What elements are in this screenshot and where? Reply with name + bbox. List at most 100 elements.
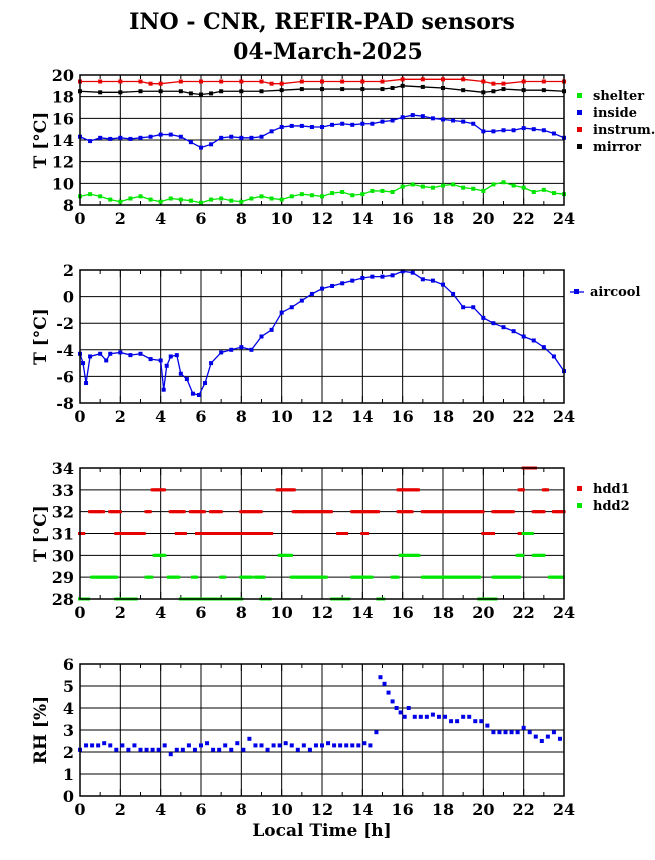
- data-point: [350, 278, 355, 283]
- data-point: [249, 575, 254, 579]
- data-point: [176, 575, 181, 579]
- data-point: [279, 310, 284, 315]
- data-point: [279, 197, 284, 202]
- data-point: [511, 183, 516, 188]
- data-point: [503, 730, 508, 735]
- data-point: [84, 381, 89, 386]
- data-point: [108, 136, 113, 141]
- plot-frame: [79, 269, 565, 404]
- data-point: [88, 354, 93, 359]
- data-point: [320, 125, 324, 129]
- data-point: [338, 743, 343, 748]
- data-point: [344, 532, 349, 535]
- data-point: [491, 321, 496, 326]
- tick-label-y: -8: [56, 394, 74, 413]
- tick-label-x: 22: [513, 800, 535, 819]
- tick-label-x: 8: [236, 209, 247, 228]
- data-point: [313, 743, 318, 748]
- data-point: [98, 135, 103, 140]
- data-point: [271, 743, 276, 748]
- tick-label-x: 2: [115, 407, 126, 426]
- data-point: [223, 743, 228, 748]
- data-point: [510, 510, 515, 514]
- data-point: [378, 675, 383, 680]
- data-point: [521, 88, 526, 93]
- plot-frame: [79, 663, 565, 797]
- data-point: [560, 575, 565, 579]
- data-point: [368, 743, 373, 748]
- data-point: [259, 134, 264, 139]
- tick-label-x: 4: [155, 800, 166, 819]
- series-instrum.: [78, 77, 566, 86]
- data-point: [150, 747, 155, 752]
- data-point: [390, 190, 395, 194]
- data-point: [178, 89, 183, 94]
- data-point: [114, 747, 119, 752]
- y-axis-label: RH [%]: [31, 696, 51, 764]
- data-point: [394, 706, 399, 710]
- data-point: [344, 743, 349, 748]
- data-point: [269, 81, 274, 86]
- data-point: [395, 575, 400, 579]
- data-point: [541, 553, 546, 557]
- tick-label-y: 0: [63, 288, 74, 307]
- data-point: [148, 81, 153, 86]
- tick-label-x: 10: [271, 407, 293, 426]
- data-point: [416, 553, 421, 557]
- data-point: [161, 488, 166, 492]
- y-axis-label: T [°C]: [31, 505, 51, 562]
- data-point: [289, 194, 294, 199]
- data-point: [491, 532, 496, 535]
- data-point: [461, 714, 466, 719]
- data-point: [541, 128, 546, 133]
- data-point: [320, 87, 324, 92]
- data-point: [390, 273, 395, 278]
- data-point: [360, 275, 365, 280]
- data-point: [102, 741, 107, 746]
- data-point: [164, 363, 169, 368]
- legend-marker: [577, 144, 582, 149]
- data-point: [402, 714, 407, 719]
- tick-label-y: 0: [63, 787, 74, 806]
- data-point: [362, 741, 367, 746]
- data-point: [360, 121, 365, 126]
- data-point: [441, 86, 445, 90]
- data-point: [471, 121, 476, 126]
- data-point: [350, 743, 355, 748]
- data-point: [485, 723, 490, 728]
- data-point: [410, 113, 415, 118]
- data-point: [521, 725, 526, 730]
- data-point: [369, 575, 374, 579]
- data-point: [467, 714, 472, 719]
- data-point: [259, 89, 264, 94]
- data-point: [449, 719, 454, 724]
- x-axis-label: Local Time [h]: [252, 821, 391, 841]
- plot-frame: [79, 467, 565, 600]
- data-point: [461, 77, 466, 82]
- data-point: [477, 575, 482, 579]
- data-point: [118, 350, 123, 355]
- tick-label-x: 2: [115, 800, 126, 819]
- data-point: [365, 532, 370, 535]
- data-point: [219, 135, 224, 140]
- data-point: [239, 89, 244, 94]
- data-point: [149, 575, 154, 579]
- tick-label-y: 30: [52, 546, 74, 565]
- data-point: [386, 690, 391, 695]
- tick-label-y: 32: [52, 503, 74, 522]
- data-point: [545, 734, 550, 739]
- data-point: [541, 510, 546, 514]
- data-point: [186, 743, 191, 748]
- data-point: [196, 393, 201, 398]
- data-point: [98, 351, 103, 356]
- series-hdd2: [78, 532, 565, 601]
- data-point: [376, 510, 381, 514]
- tick-label-x: 6: [195, 603, 206, 622]
- data-point: [161, 387, 166, 392]
- data-point: [205, 741, 210, 746]
- data-point: [211, 747, 216, 752]
- data-point: [239, 79, 244, 84]
- data-point: [138, 79, 143, 84]
- data-point: [320, 743, 324, 748]
